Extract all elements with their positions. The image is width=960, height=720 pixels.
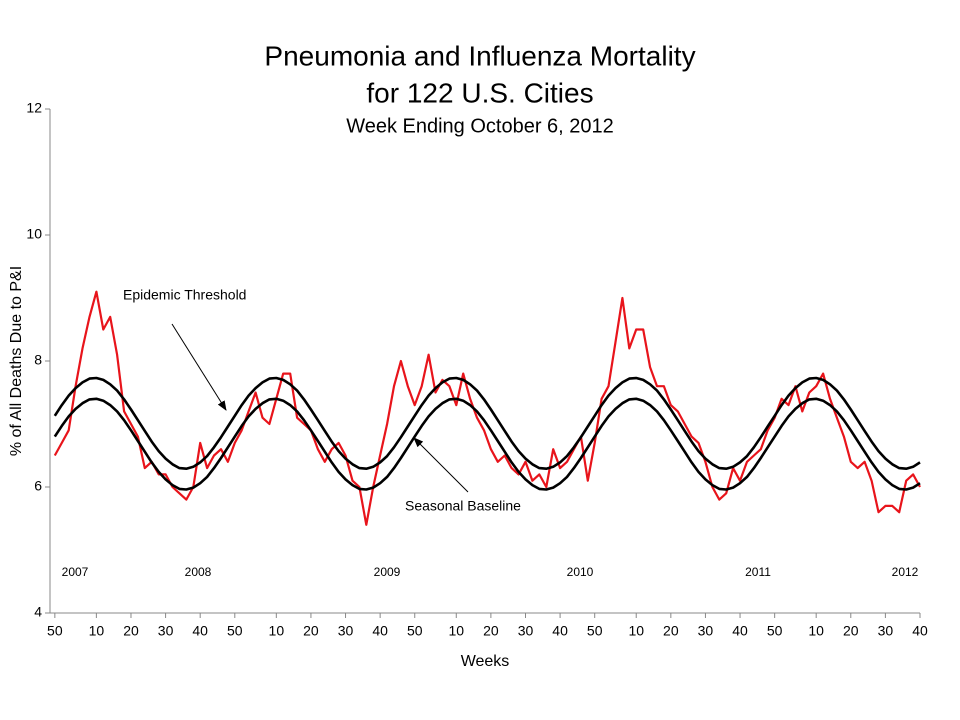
x-tick-label: 40 — [912, 623, 928, 639]
x-tick-label: 40 — [732, 623, 748, 639]
year-label: 2009 — [374, 565, 401, 579]
year-label: 2008 — [185, 565, 212, 579]
y-tick-label: 4 — [34, 604, 42, 620]
x-tick-label: 20 — [483, 623, 499, 639]
x-tick-label: 40 — [372, 623, 388, 639]
x-tick-label: 50 — [227, 623, 243, 639]
x-tick-label: 40 — [552, 623, 568, 639]
y-tick-label: 10 — [26, 226, 42, 242]
year-label: 2012 — [892, 565, 919, 579]
x-tick-label: 20 — [303, 623, 319, 639]
x-axis-label: Weeks — [461, 653, 510, 670]
x-tick-label: 20 — [123, 623, 139, 639]
annotation: Seasonal Baseline — [405, 498, 521, 514]
y-tick-label: 12 — [26, 100, 42, 116]
x-tick-label: 20 — [663, 623, 679, 639]
x-tick-label: 50 — [587, 623, 603, 639]
x-tick-label: 10 — [448, 623, 464, 639]
series-line — [53, 397, 921, 491]
x-tick-label: 10 — [808, 623, 824, 639]
chart-title: for 122 U.S. Cities — [366, 77, 593, 108]
x-tick-label: 30 — [158, 623, 174, 639]
y-tick-label: 8 — [34, 352, 42, 368]
x-tick-label: 50 — [407, 623, 423, 639]
annotation-arrow — [413, 437, 469, 493]
chart-title: Pneumonia and Influenza Mortality — [264, 40, 695, 71]
year-label: 2011 — [745, 565, 771, 579]
x-tick-label: 40 — [192, 623, 208, 639]
x-tick-label: 20 — [843, 623, 859, 639]
y-tick-label: 6 — [34, 478, 42, 494]
series-line — [53, 376, 921, 470]
x-tick-label: 30 — [878, 623, 894, 639]
annotation: Epidemic Threshold — [123, 287, 246, 303]
x-tick-label: 30 — [338, 623, 354, 639]
x-tick-label: 30 — [518, 623, 534, 639]
x-tick-label: 30 — [698, 623, 714, 639]
annotation-arrow — [171, 323, 227, 411]
x-tick-label: 10 — [89, 623, 105, 639]
x-tick-label: 10 — [269, 623, 285, 639]
x-tick-label: 10 — [628, 623, 644, 639]
year-label: 2007 — [62, 565, 89, 579]
x-tick-label: 50 — [767, 623, 783, 639]
y-axis-label: % of All Deaths Due to P&I — [8, 266, 25, 456]
chart-subtitle: Week Ending October 6, 2012 — [346, 115, 614, 137]
year-label: 2010 — [567, 565, 594, 579]
x-tick-label: 50 — [47, 623, 63, 639]
